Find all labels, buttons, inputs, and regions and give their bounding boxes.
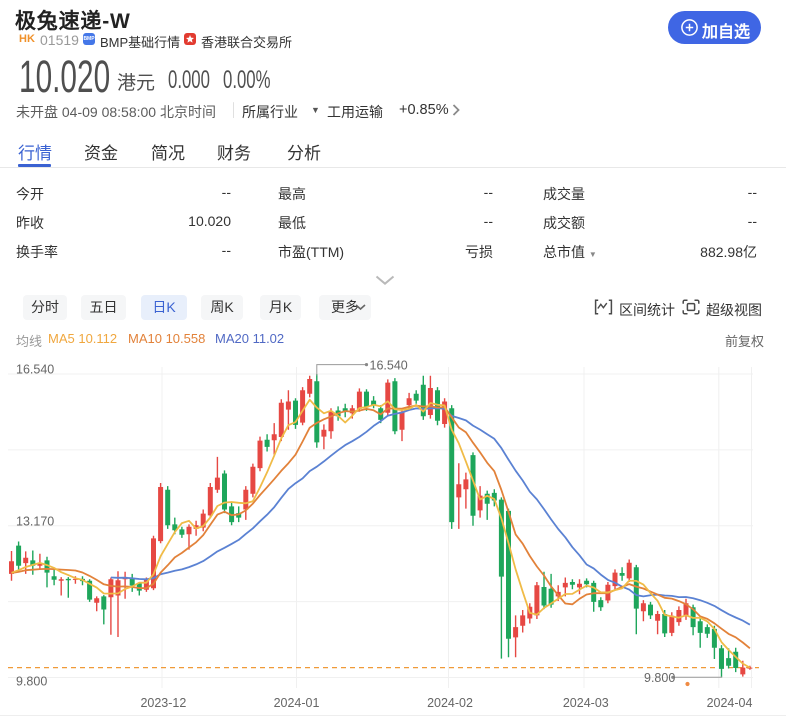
svg-text:9.800: 9.800 xyxy=(16,674,47,688)
svg-text:16.540: 16.540 xyxy=(370,358,408,372)
svg-text:2024-04: 2024-04 xyxy=(707,696,753,710)
svg-text:2023-12: 2023-12 xyxy=(140,696,186,710)
svg-text:9.800: 9.800 xyxy=(644,671,675,685)
svg-text:2024-02: 2024-02 xyxy=(427,696,473,710)
svg-text:2024-01: 2024-01 xyxy=(274,696,320,710)
svg-text:16.540: 16.540 xyxy=(16,363,54,377)
svg-text:2024-03: 2024-03 xyxy=(563,696,609,710)
svg-text:13.170: 13.170 xyxy=(16,514,54,528)
